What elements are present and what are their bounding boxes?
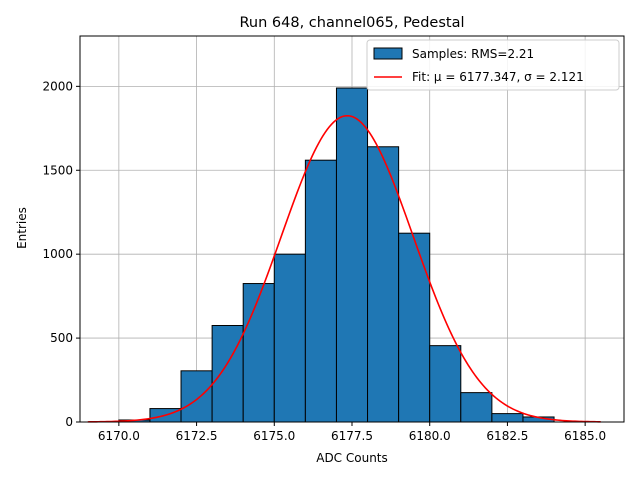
bars-layer	[118, 87, 555, 423]
x-tick-label: 6185.0	[564, 429, 606, 443]
legend: Samples: RMS=2.21 Fit: μ = 6177.347, σ =…	[366, 39, 620, 91]
legend-swatch-histogram	[373, 47, 403, 60]
x-tick-label: 6170.0	[98, 429, 140, 443]
x-tick-label: 6177.5	[331, 429, 373, 443]
histogram-bar	[367, 146, 400, 423]
histogram-bar	[273, 253, 306, 423]
x-axis-label: ADC Counts	[316, 451, 388, 465]
histogram-bar	[429, 345, 462, 423]
fit-curve	[87, 114, 601, 423]
y-tick-label: 1500	[42, 163, 73, 177]
x-tick-label: 6180.0	[409, 429, 451, 443]
y-tick-label: 2000	[42, 79, 73, 93]
x-tick-label: 6182.5	[486, 429, 528, 443]
legend-frame	[366, 39, 620, 91]
y-tick-label: 500	[50, 331, 73, 345]
x-tick-label: 6175.0	[253, 429, 295, 443]
histogram-bar	[491, 413, 524, 423]
legend-label-fit: Fit: μ = 6177.347, σ = 2.121	[412, 70, 584, 84]
histogram-bar	[180, 370, 213, 423]
ticks-layer: 6170.0 6172.5 6175.0 6177.5 6180.0 6182.5 6185…	[42, 79, 606, 443]
curve-layer	[87, 114, 601, 423]
histogram-bar	[242, 283, 275, 423]
x-tick-label: 6172.5	[176, 429, 218, 443]
histogram-bar	[460, 392, 493, 423]
histogram-bar	[304, 159, 337, 423]
legend-label-histogram: Samples: RMS=2.21	[412, 47, 534, 61]
histogram-bar	[398, 232, 431, 423]
histogram-bar	[211, 325, 244, 423]
chart-title: Run 648, channel065, Pedestal	[239, 15, 464, 31]
y-tick-label: 0	[65, 415, 73, 429]
histogram-bar	[335, 87, 369, 423]
y-tick-label: 1000	[42, 247, 73, 261]
y-axis-label: Entries	[15, 207, 29, 249]
